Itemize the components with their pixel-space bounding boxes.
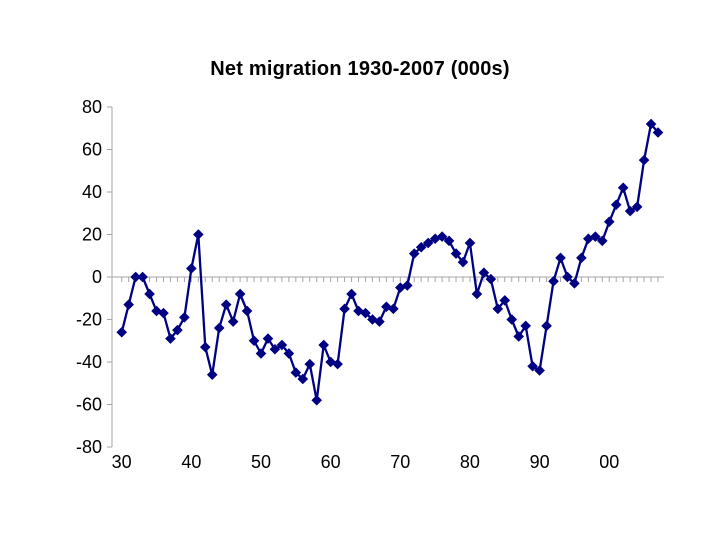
y-tick-label: 20 bbox=[82, 225, 102, 245]
data-point-marker bbox=[255, 348, 267, 359]
data-point-marker bbox=[422, 237, 434, 249]
data-point-marker bbox=[137, 271, 148, 283]
data-series-line bbox=[120, 122, 660, 402]
data-point-marker bbox=[443, 235, 455, 247]
x-tick-label: 30 bbox=[112, 452, 132, 472]
data-point-marker bbox=[590, 231, 601, 242]
data-point-marker bbox=[645, 118, 657, 130]
data-point-marker bbox=[569, 278, 580, 289]
data-point-marker bbox=[297, 373, 309, 385]
data-point-marker bbox=[116, 326, 128, 338]
data-point-marker bbox=[186, 263, 197, 274]
data-point-marker bbox=[541, 320, 552, 332]
data-point-marker bbox=[457, 256, 469, 268]
data-point-marker bbox=[513, 331, 525, 342]
data-point-marker bbox=[339, 303, 350, 315]
data-point-marker bbox=[234, 288, 246, 300]
data-point-marker bbox=[269, 343, 281, 355]
data-point-marker bbox=[464, 237, 476, 249]
data-point-marker bbox=[436, 231, 448, 242]
data-point-marker bbox=[471, 288, 483, 300]
data-point-marker bbox=[165, 333, 176, 344]
data-point-marker bbox=[283, 348, 295, 359]
x-tick-label: 50 bbox=[251, 452, 271, 472]
data-point-marker bbox=[144, 288, 155, 300]
data-point-marker bbox=[527, 360, 538, 372]
data-point-marker bbox=[450, 248, 462, 259]
data-point-marker bbox=[478, 267, 490, 279]
data-point-marker bbox=[562, 271, 573, 283]
x-tick-label: 80 bbox=[460, 452, 480, 472]
y-tick-label: 60 bbox=[82, 140, 102, 160]
data-point-marker bbox=[624, 205, 636, 217]
data-point-marker bbox=[199, 341, 211, 353]
data-point-marker bbox=[248, 335, 260, 347]
data-point-marker bbox=[193, 229, 204, 240]
data-point-marker bbox=[555, 252, 566, 264]
data-point-marker bbox=[172, 324, 183, 336]
y-tick-label: 0 bbox=[92, 267, 102, 287]
data-point-marker bbox=[290, 367, 302, 378]
x-tick-label: 00 bbox=[599, 452, 619, 472]
y-tick-label: -60 bbox=[76, 395, 102, 415]
data-point-marker bbox=[617, 182, 629, 194]
data-point-marker bbox=[262, 333, 274, 344]
data-point-marker bbox=[346, 288, 357, 300]
data-point-marker bbox=[638, 154, 650, 166]
data-point-marker bbox=[304, 358, 316, 370]
chart-title: Net migration 1930-2007 (000s) bbox=[210, 58, 510, 80]
data-point-marker bbox=[603, 216, 615, 228]
y-tick-label: 80 bbox=[82, 97, 102, 117]
data-point-marker bbox=[388, 303, 399, 315]
data-point-marker bbox=[492, 303, 504, 315]
data-point-marker bbox=[360, 307, 371, 319]
data-point-marker bbox=[206, 369, 218, 381]
data-point-marker bbox=[576, 252, 587, 264]
data-point-marker bbox=[401, 280, 413, 291]
x-tick-label: 60 bbox=[321, 452, 341, 472]
data-point-marker bbox=[276, 339, 288, 351]
data-point-marker bbox=[130, 271, 141, 283]
y-tick-label: -80 bbox=[76, 437, 102, 457]
data-point-marker bbox=[506, 314, 518, 325]
data-point-marker bbox=[158, 307, 169, 319]
data-point-marker bbox=[318, 339, 329, 351]
data-point-marker bbox=[332, 358, 343, 370]
data-point-marker bbox=[123, 299, 134, 310]
y-tick-label: 40 bbox=[82, 182, 102, 202]
data-point-marker bbox=[631, 201, 643, 213]
data-point-marker bbox=[213, 322, 225, 334]
data-point-marker bbox=[520, 320, 531, 332]
data-point-marker bbox=[415, 241, 427, 253]
x-tick-label: 40 bbox=[181, 452, 201, 472]
data-point-marker bbox=[596, 235, 608, 247]
data-point-marker bbox=[311, 394, 323, 406]
y-tick-label: -20 bbox=[76, 310, 102, 330]
data-point-marker bbox=[534, 365, 545, 376]
data-point-marker bbox=[610, 199, 622, 211]
data-point-marker bbox=[179, 312, 190, 323]
data-point-marker bbox=[408, 248, 420, 259]
data-point-marker bbox=[548, 275, 559, 287]
data-point-marker bbox=[499, 295, 511, 306]
y-tick-label: -40 bbox=[76, 352, 102, 372]
x-tick-label: 70 bbox=[390, 452, 410, 472]
data-point-marker bbox=[220, 299, 232, 310]
data-point-marker bbox=[485, 273, 497, 285]
data-point-marker bbox=[374, 316, 385, 327]
data-point-marker bbox=[652, 127, 664, 138]
data-point-marker bbox=[241, 305, 253, 317]
data-point-marker bbox=[227, 316, 239, 327]
x-tick-label: 90 bbox=[530, 452, 550, 472]
